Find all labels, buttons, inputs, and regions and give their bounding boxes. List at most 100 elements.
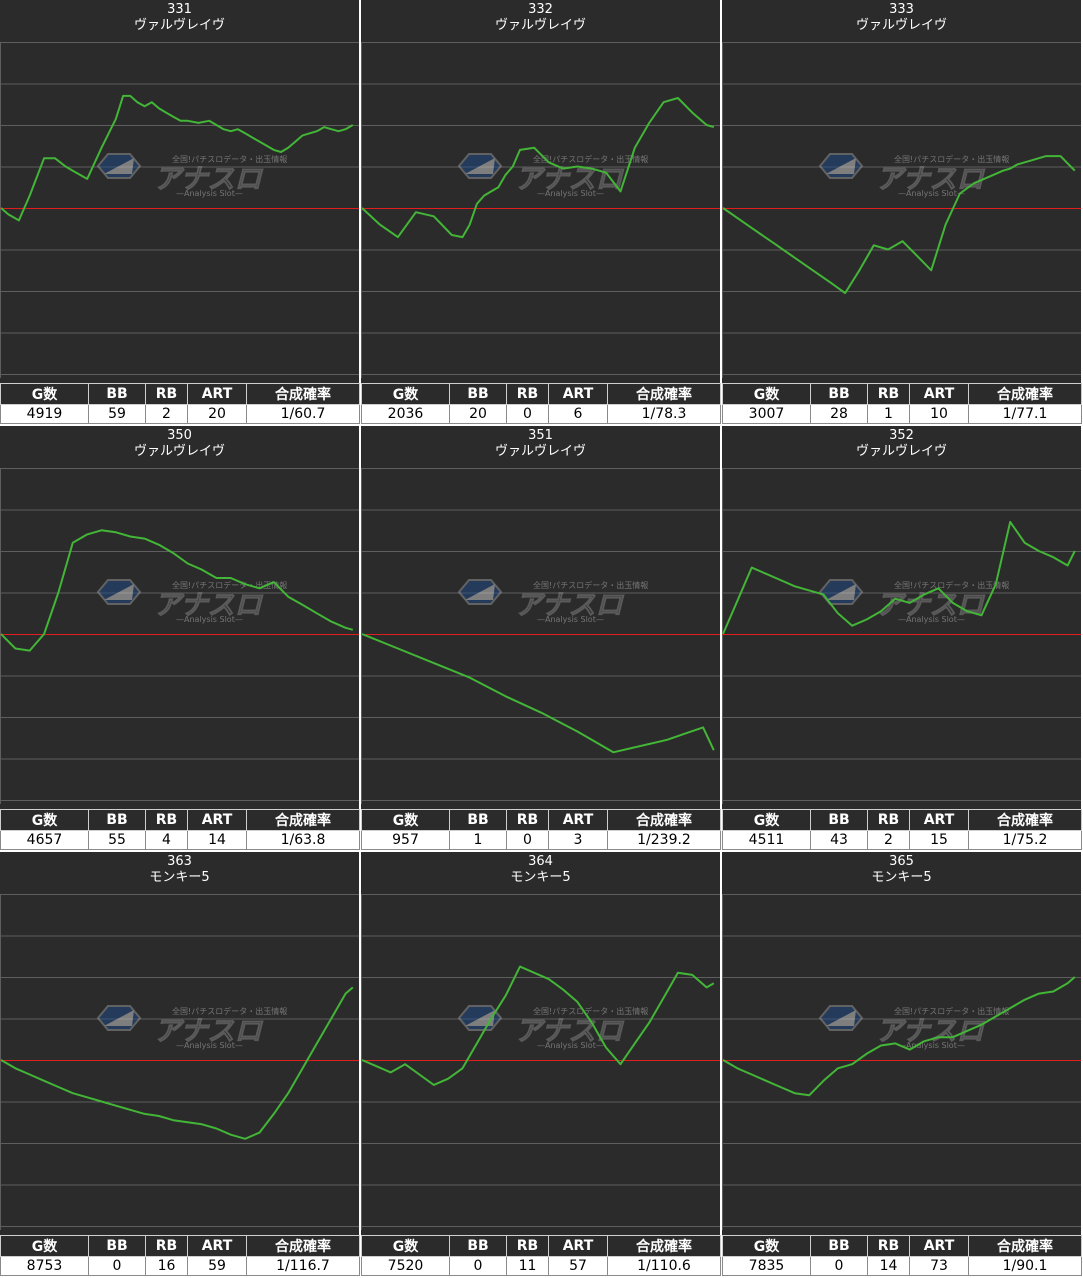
machine-panel: 332 ヴァルヴレイヴ全国!パチスロデータ・出玉情報 アナスロ —Analysis S…	[361, 0, 721, 424]
machine-name: ヴァルヴレイヴ	[133, 444, 225, 459]
stats-value-row: 2036 20 0 6 1/78.3	[361, 404, 721, 424]
stats-column-header: BB	[810, 383, 868, 405]
watermark-sub: —Analysis Slot—	[176, 615, 243, 624]
stat-art: 15	[909, 830, 969, 850]
stat-rb: 14	[867, 1256, 910, 1276]
watermark-lead: 全国!パチスロデータ・出玉情報	[533, 580, 648, 590]
stats-column-header: ART	[909, 1235, 969, 1257]
stat-prob: 1/63.8	[246, 830, 360, 850]
stats-header-row: G数 BB RB ART 合成確率	[361, 809, 721, 831]
stats-header-row: G数 BB RB ART 合成確率	[0, 383, 360, 405]
machine-header: 331 ヴァルヴレイヴ	[0, 2, 359, 34]
machine-header: 332 ヴァルヴレイヴ	[361, 2, 720, 34]
stats-column-header: ART	[548, 1235, 608, 1257]
slump-graph: 全国!パチスロデータ・出玉情報 アナスロ —Analysis Slot—	[361, 894, 720, 1230]
stats-column-header: 合成確率	[246, 1235, 360, 1257]
stats-column-header: G数	[722, 809, 811, 831]
stats-column-header: G数	[0, 809, 89, 831]
stats-column-header: RB	[145, 1235, 188, 1257]
stats-table: G数 BB RB ART 合成確率 8753 0 16 59 1/116.7	[0, 1235, 360, 1276]
stat-art: 3	[548, 830, 608, 850]
stat-rb: 2	[867, 830, 910, 850]
stat-prob: 1/60.7	[246, 404, 360, 424]
stat-rb: 0	[506, 830, 549, 850]
stats-column-header: ART	[909, 809, 969, 831]
stat-bb: 1	[449, 830, 507, 850]
watermark-sub: —Analysis Slot—	[898, 189, 965, 198]
stats-column-header: G数	[722, 1235, 811, 1257]
slump-graph: 全国!パチスロデータ・出玉情報 アナスロ —Analysis Slot—	[722, 42, 1081, 378]
stat-rb: 2	[145, 404, 188, 424]
stats-table: G数 BB RB ART 合成確率 3007 28 1 10 1/77.1	[722, 383, 1082, 424]
stat-art: 73	[909, 1256, 969, 1276]
stats-column-header: 合成確率	[968, 383, 1082, 405]
machine-number: 332	[528, 2, 553, 17]
machine-name: ヴァルヴレイヴ	[133, 18, 225, 33]
stat-rb: 0	[506, 404, 549, 424]
stats-column-header: BB	[810, 809, 868, 831]
stats-column-header: G数	[722, 383, 811, 405]
stat-rb: 4	[145, 830, 188, 850]
stat-bb: 0	[810, 1256, 868, 1276]
stats-column-header: 合成確率	[246, 809, 360, 831]
stats-column-header: G数	[0, 1235, 89, 1257]
stat-g: 8753	[0, 1256, 89, 1276]
stats-value-row: 8753 0 16 59 1/116.7	[0, 1256, 360, 1276]
stat-rb: 1	[867, 404, 910, 424]
watermark-sub: —Analysis Slot—	[176, 189, 243, 198]
stat-g: 957	[361, 830, 450, 850]
machine-header: 363 モンキー5	[0, 854, 359, 886]
machine-panel: 350 ヴァルヴレイヴ全国!パチスロデータ・出玉情報 アナスロ —Analysis S…	[0, 426, 360, 850]
stat-bb: 28	[810, 404, 868, 424]
machine-name: モンキー5	[149, 870, 210, 885]
stat-art: 6	[548, 404, 608, 424]
stats-value-row: 7835 0 14 73 1/90.1	[722, 1256, 1082, 1276]
machine-number: 364	[528, 854, 553, 869]
stats-column-header: BB	[88, 809, 146, 831]
slump-graph: 全国!パチスロデータ・出玉情報 アナスロ —Analysis Slot—	[0, 42, 359, 378]
stat-art: 20	[187, 404, 247, 424]
watermark-brand: アナスロ	[154, 590, 263, 621]
machine-number: 331	[167, 2, 192, 17]
stat-g: 4919	[0, 404, 89, 424]
stats-column-header: ART	[548, 809, 608, 831]
stat-g: 7835	[722, 1256, 811, 1276]
machine-header: 333 ヴァルヴレイヴ	[722, 2, 1081, 34]
stat-bb: 55	[88, 830, 146, 850]
stats-value-row: 3007 28 1 10 1/77.1	[722, 404, 1082, 424]
machine-panel: 331 ヴァルヴレイヴ全国!パチスロデータ・出玉情報 アナスロ —Analysis S…	[0, 0, 360, 424]
watermark-lead: 全国!パチスロデータ・出玉情報	[172, 1006, 287, 1016]
logo-slash-icon	[465, 1010, 495, 1026]
stats-table: G数 BB RB ART 合成確率 7520 0 11 57 1/110.6	[361, 1235, 721, 1276]
logo-slash-icon	[104, 1010, 134, 1026]
machine-number: 350	[167, 428, 192, 443]
machine-header: 364 モンキー5	[361, 854, 720, 886]
stats-column-header: ART	[548, 383, 608, 405]
stats-header-row: G数 BB RB ART 合成確率	[722, 383, 1082, 405]
watermark-lead: 全国!パチスロデータ・出玉情報	[894, 154, 1009, 164]
slump-line	[0, 529, 354, 652]
stat-bb: 0	[88, 1256, 146, 1276]
stat-bb: 20	[449, 404, 507, 424]
stats-column-header: RB	[506, 1235, 549, 1257]
watermark-lead: 全国!パチスロデータ・出玉情報	[533, 154, 648, 164]
stat-art: 59	[187, 1256, 247, 1276]
stats-table: G数 BB RB ART 合成確率 4657 55 4 14 1/63.8	[0, 809, 360, 850]
machine-panel: 363 モンキー5 全国!パチスロデータ・出玉情報 アナスロ —Analysis Slo…	[0, 852, 360, 1276]
stat-g: 7520	[361, 1256, 450, 1276]
stats-column-header: G数	[0, 383, 89, 405]
machine-header: 352 ヴァルヴレイヴ	[722, 428, 1081, 460]
slump-graph: 全国!パチスロデータ・出玉情報 アナスロ —Analysis Slot—	[722, 894, 1081, 1230]
stats-table: G数 BB RB ART 合成確率 2036 20 0 6 1/78.3	[361, 383, 721, 424]
slump-line	[361, 633, 715, 754]
machine-name: ヴァルヴレイヴ	[494, 444, 586, 459]
